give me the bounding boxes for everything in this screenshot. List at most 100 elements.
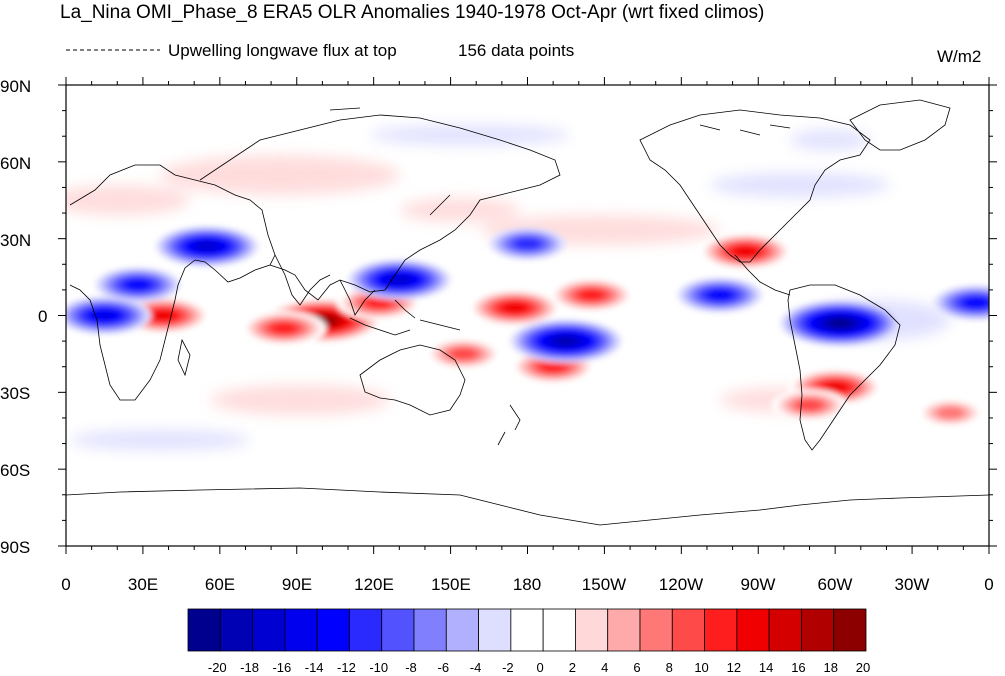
colorbar-tick-label: -6 — [438, 660, 450, 675]
colorbar-swatch — [187, 608, 221, 652]
lat-axis: 90N 60N 30N 0 30S 60S 90S — [0, 77, 47, 557]
lat-label: 30N — [0, 231, 31, 250]
coastline-maritime-continent — [349, 299, 461, 336]
lat-label: 0 — [38, 307, 47, 326]
map-area — [66, 85, 989, 546]
anomaly-contour — [823, 382, 847, 392]
coastline-new-zealand — [497, 404, 521, 446]
coastline-india — [274, 254, 331, 306]
coastline-indochina — [339, 279, 376, 316]
colorbar-swatch — [639, 608, 673, 652]
anomaly-contour — [271, 323, 297, 334]
units-label: W/m2 — [937, 47, 981, 66]
coastlines — [66, 99, 989, 526]
colorbar-swatch — [284, 608, 318, 652]
colorbar-swatch — [478, 608, 512, 652]
anomaly-contour — [450, 348, 477, 360]
colorbar-swatch — [445, 608, 479, 652]
lat-label: 60S — [0, 461, 30, 480]
coastline-south-america — [787, 284, 901, 451]
anomaly-contour — [937, 406, 964, 419]
figure-title: La_Nina OMI_Phase_8 ERA5 OLR Anomalies 1… — [60, 2, 764, 23]
colorbar-tick-label: 14 — [759, 660, 773, 675]
colorbar-labels: -20 -18 -16 -14 -12 -10 -8 -6 -4 -2 0 2 4 6 8 10 12 14 16 1… — [208, 660, 870, 675]
colorbar-tick-label: 18 — [823, 660, 837, 675]
colorbar-tick-label: -20 — [208, 660, 227, 675]
colorbar-swatch — [219, 608, 253, 652]
colorbar — [187, 608, 867, 652]
colorbar-swatch — [252, 608, 286, 652]
coastline-madagascar — [177, 338, 191, 377]
colorbar-swatch — [510, 608, 544, 652]
anomaly-contour — [125, 279, 150, 290]
colorbar-swatch — [542, 608, 576, 652]
anomaly-contour — [514, 238, 541, 250]
lat-label: 90S — [0, 538, 30, 557]
pale-anomaly-patch — [710, 173, 890, 197]
anomaly-contour — [579, 290, 604, 300]
coastline-greenland — [849, 99, 951, 151]
colorbar-swatch — [704, 608, 738, 652]
colorbar-tick-label: 2 — [569, 660, 576, 675]
colorbar-swatch — [607, 608, 641, 652]
pale-anomaly-patch — [70, 430, 250, 450]
colorbar-tick-label: 0 — [537, 660, 544, 675]
colorbar-swatch — [801, 608, 835, 652]
axis-ticks — [58, 77, 997, 554]
lon-label: 120W — [659, 575, 703, 594]
anomaly-contour — [554, 336, 578, 346]
colorbar-tick-label: 12 — [727, 660, 741, 675]
lon-label: 30E — [128, 575, 158, 594]
colorbar-swatch — [671, 608, 705, 652]
coastline-asia — [199, 114, 561, 301]
colorbar-tick-label: -8 — [405, 660, 417, 675]
lon-label: 60W — [818, 575, 853, 594]
lon-label: 0 — [984, 575, 993, 594]
lon-label: 150W — [582, 575, 626, 594]
pale-anomaly-patch — [66, 185, 190, 215]
colorbar-swatch — [768, 608, 802, 652]
anomaly-contour — [829, 319, 852, 328]
coastline-japan — [429, 194, 451, 216]
colorbar-tick-label: -18 — [240, 660, 259, 675]
colorbar-tick-label: 16 — [791, 660, 805, 675]
anomaly-contour — [92, 310, 117, 321]
lon-label: 180 — [513, 575, 541, 594]
anomaly-contour — [733, 246, 758, 257]
lon-label: 30W — [895, 575, 930, 594]
lon-label: 0 — [61, 575, 70, 594]
colorbar-tick-label: -14 — [305, 660, 324, 675]
coastline-africa-europe — [69, 164, 276, 401]
colorbar-swatch — [381, 608, 415, 652]
colorbar-swatch — [833, 608, 867, 652]
anomaly-contour — [366, 297, 391, 308]
anomaly-contour — [502, 303, 527, 313]
colorbar-swatch — [316, 608, 350, 652]
coastline-central-america — [734, 254, 791, 296]
lat-label: 30S — [0, 384, 30, 403]
coastline-australia — [359, 344, 466, 416]
colorbar-swatch — [349, 608, 383, 652]
lon-label: 90E — [282, 575, 312, 594]
colorbar-tick-label: 4 — [601, 660, 608, 675]
colorbar-tick-label: 6 — [633, 660, 640, 675]
lon-axis: 0 30E 60E 90E 120E 150E 180 150W 120W 90… — [61, 575, 993, 594]
colorbar-tick-label: 10 — [694, 660, 708, 675]
anomaly-contour — [195, 241, 219, 251]
coastline-arctic-islands — [329, 107, 791, 136]
coastline-antarctica — [66, 487, 989, 526]
colorbar-tick-label: -10 — [369, 660, 388, 675]
pale-anomaly-patch — [790, 130, 870, 150]
anomaly-contour — [541, 361, 566, 372]
subtitle-variable: Upwelling longwave flux at top — [168, 41, 397, 60]
colorbar-tick-label: -4 — [470, 660, 482, 675]
colorbar-tick-label: -12 — [337, 660, 356, 675]
lon-label: 60E — [205, 575, 235, 594]
pale-anomaly-patch — [160, 155, 400, 195]
pale-anomaly-patch — [210, 385, 390, 415]
anomaly-contour — [964, 297, 989, 308]
anomaly-contour — [796, 399, 823, 411]
lat-label: 90N — [0, 77, 31, 96]
lon-label: 150E — [431, 575, 471, 594]
